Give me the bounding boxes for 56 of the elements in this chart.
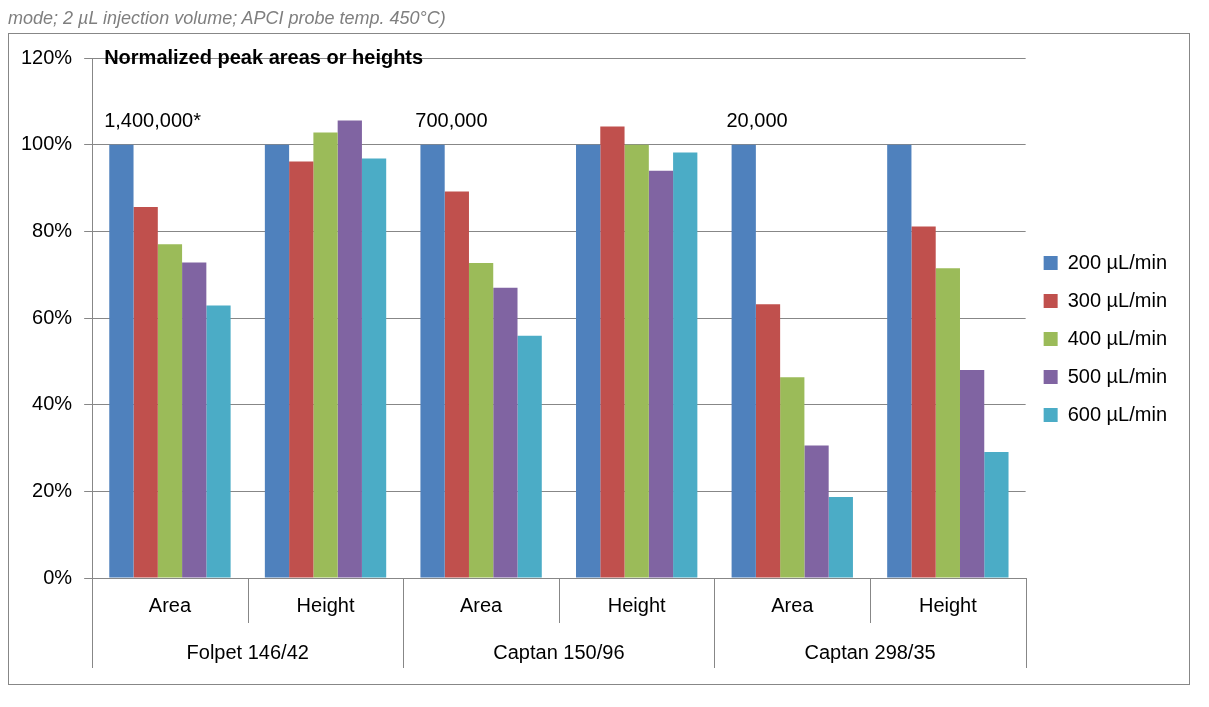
- bar: [600, 126, 625, 578]
- text: Captan 150/96: [493, 640, 625, 663]
- bar: [133, 207, 158, 578]
- y-tick-label: 80%: [32, 218, 73, 241]
- annotation: 1,400,000*: [104, 108, 202, 131]
- legend-label: 600 µL/min: [1067, 402, 1167, 425]
- legend-label: 500 µL/min: [1067, 364, 1167, 387]
- y-tick-label: 100%: [21, 132, 73, 155]
- text: mode; 2 µL injection volume; APCI probe temp. 450°C): [8, 8, 447, 29]
- annotation: 20,000: [726, 108, 788, 131]
- bar: [420, 144, 445, 578]
- bar: [517, 335, 542, 578]
- bar: [731, 144, 756, 578]
- bar: [493, 287, 518, 578]
- bar: [648, 170, 674, 578]
- legend-label: 300 µL/min: [1067, 288, 1167, 311]
- text: Captan 298/35: [804, 640, 936, 663]
- bar: [673, 152, 698, 578]
- text: Folpet 146/42: [186, 640, 309, 663]
- bar: [313, 132, 338, 578]
- bar: [289, 161, 314, 578]
- bar: [984, 451, 1009, 578]
- bar: [576, 144, 601, 578]
- bar: [264, 144, 290, 578]
- x-tick-label: Area: [148, 593, 192, 616]
- bar: [911, 226, 936, 578]
- bar: [157, 244, 183, 578]
- x-tick-label: Height: [918, 593, 978, 616]
- x-tick-label: Height: [607, 593, 667, 616]
- bar: [804, 445, 829, 578]
- bar: [828, 496, 853, 578]
- bar: [755, 304, 781, 578]
- bar: [959, 370, 985, 578]
- bar: [780, 377, 805, 578]
- annotation: 700,000: [415, 108, 488, 131]
- bar: [109, 144, 134, 578]
- chart-title: Normalized peak areas or heights: [104, 45, 424, 68]
- y-tick-label: 0%: [43, 565, 73, 588]
- legend-label: 400 µL/min: [1067, 326, 1167, 349]
- bar: [361, 158, 387, 578]
- bar: [444, 191, 469, 578]
- bar: [337, 120, 362, 578]
- legend-label: 200 µL/min: [1067, 250, 1167, 273]
- y-tick-label: 20%: [32, 478, 73, 501]
- bar: [624, 144, 649, 578]
- x-tick-label: Area: [459, 593, 504, 616]
- y-tick-label: 120%: [21, 45, 73, 68]
- bar: [935, 268, 960, 578]
- y-tick-label: 60%: [32, 305, 73, 328]
- x-tick-label: Area: [771, 593, 815, 616]
- y-tick-label: 40%: [32, 392, 73, 415]
- x-tick-label: Height: [296, 593, 355, 616]
- bar: [468, 262, 494, 578]
- bar: [182, 262, 207, 578]
- bar: [206, 305, 231, 578]
- bar: [887, 144, 912, 578]
